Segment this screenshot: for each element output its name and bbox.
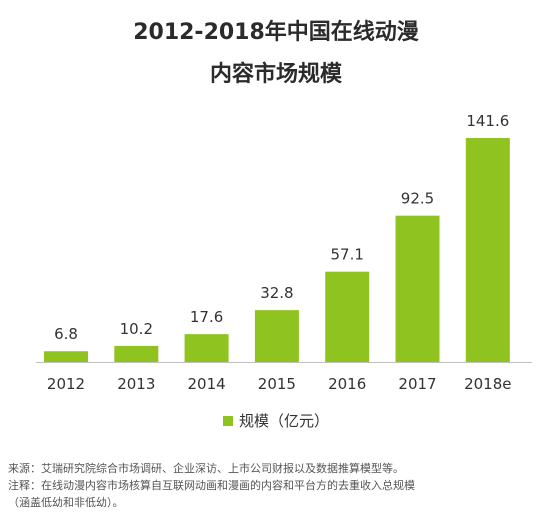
bar-2012 xyxy=(44,351,88,362)
value-label-2012: 6.8 xyxy=(54,325,78,343)
chart-title-line2: 内容市场规模 xyxy=(209,62,342,87)
remark-note-line1: 注释：在线动漫内容市场核算自互联网动画和漫画的内容和平台方的去重收入总规模 xyxy=(8,479,415,492)
value-label-2014: 17.6 xyxy=(190,308,223,326)
bar-2015 xyxy=(254,310,299,362)
value-label-2016: 57.1 xyxy=(330,246,363,264)
bar-2016 xyxy=(325,271,370,362)
remark-note-line2: （涵盖低幼和非低幼）。 xyxy=(8,496,124,509)
bar-2017 xyxy=(395,215,440,362)
value-label-2017: 92.5 xyxy=(401,190,434,208)
value-label-2015: 32.8 xyxy=(260,284,293,302)
bar-2013 xyxy=(114,345,159,362)
value-label-2018e: 141.6 xyxy=(466,112,509,130)
x-tick-label-2012: 2012 xyxy=(47,375,85,393)
legend: 规模（亿元） xyxy=(0,410,552,431)
x-tick-label-2018e: 2018e xyxy=(464,375,511,393)
x-tick-label-2014: 2014 xyxy=(188,375,226,393)
legend-label: 规模（亿元） xyxy=(238,412,329,430)
x-tick-label-2016: 2016 xyxy=(328,375,366,393)
value-label-2013: 10.2 xyxy=(120,320,153,338)
chart-title-line1: 2012-2018年中国在线动漫 xyxy=(133,20,419,45)
bar-2018e xyxy=(465,138,510,362)
bar-2014 xyxy=(184,334,229,362)
legend-swatch xyxy=(222,415,233,426)
source-note: 来源：艾瑞研究院综合市场调研、企业深访、上市公司财报以及数据推算模型等。 xyxy=(8,462,404,475)
x-tick-label-2013: 2013 xyxy=(117,375,155,393)
x-tick-label-2017: 2017 xyxy=(398,375,436,393)
x-tick-label-2015: 2015 xyxy=(258,375,296,393)
